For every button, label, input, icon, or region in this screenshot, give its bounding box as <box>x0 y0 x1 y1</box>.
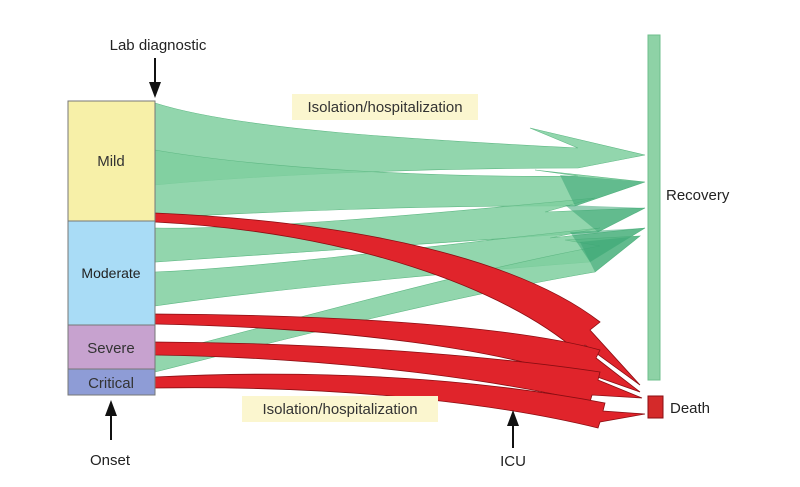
isolation-bottom-bg <box>242 396 438 422</box>
death-box <box>647 395 664 419</box>
recovery-flows <box>154 102 646 373</box>
stage-moderate-label: Moderate <box>81 265 140 281</box>
death-flows <box>154 212 646 429</box>
icu-label: ICU <box>500 453 526 470</box>
isolation-top-label: Isolation/hospitalization <box>307 99 462 116</box>
isolation-bottom-label: Isolation/hospitalization <box>262 401 417 418</box>
death-label: Death <box>670 400 710 417</box>
death-flow-moderate <box>154 313 641 393</box>
death-flow-mild <box>154 212 641 386</box>
death-flow-severe <box>154 341 643 403</box>
death-flow-critical <box>154 373 646 429</box>
icu-arrow-icon <box>507 410 519 448</box>
isolation-top-bg <box>292 94 478 120</box>
recovery-bar <box>647 34 661 381</box>
onset-label: Onset <box>90 452 131 469</box>
recovery-arrowhead-shades <box>560 175 645 272</box>
onset-arrow-icon <box>105 400 117 440</box>
stage-severe-label: Severe <box>87 340 135 357</box>
stage-mild-label: Mild <box>97 153 125 170</box>
stage-critical-label: Critical <box>88 375 134 392</box>
lab-diagnostic-label: Lab diagnostic <box>110 37 207 54</box>
lab-diagnostic-arrow-icon <box>149 58 161 98</box>
stage-critical-box <box>67 368 156 396</box>
stage-severe-box <box>67 324 156 370</box>
recovery-label: Recovery <box>666 187 730 204</box>
